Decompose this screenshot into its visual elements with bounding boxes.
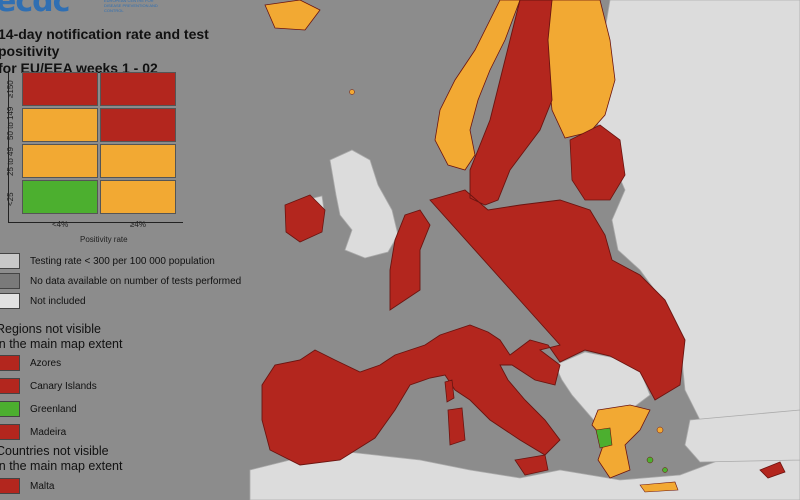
region-label-greenland: Greenland (30, 404, 77, 415)
region-swatch-canary-islands (0, 378, 20, 394)
country-item-malta: Malta (0, 478, 200, 496)
legend-label-not-included: Not included (30, 296, 86, 307)
crete-region (639, 481, 679, 493)
region-item-madeira: Madeira (0, 424, 200, 442)
testing-legend: Testing rate < 300 per 100 000 populatio… (0, 253, 260, 313)
norway-region (434, 0, 521, 171)
positivity-matrix: ≥150 50 to 149 25 to 49 <25 <4% ≥4% Posi… (0, 60, 200, 250)
legend-item-testing-rate: Testing rate < 300 per 100 000 populatio… (0, 253, 260, 271)
region-item-greenland: Greenland (0, 401, 200, 419)
countries-title-line2: in the main map extent (0, 459, 123, 473)
matrix-cell-r2-c1 (100, 144, 176, 178)
y-tick-150: ≥150 (6, 80, 15, 98)
region-swatch-azores (0, 355, 20, 371)
y-tick-lt25: <25 (6, 192, 15, 206)
legend-panel: ecdc EUROPEAN CENTRE FOR DISEASE PREVENT… (0, 0, 300, 500)
turkey-region (684, 409, 800, 463)
baltic-states-region (569, 124, 626, 201)
regions-section-title: Regions not visible in the main map exte… (0, 322, 196, 352)
region-swatch-greenland (0, 401, 20, 417)
region-label-madeira: Madeira (30, 427, 67, 438)
matrix-cell-r3-c1 (100, 180, 176, 214)
regions-title-line1: Regions not visible (0, 322, 101, 336)
x-tick-lt4: <4% (52, 220, 69, 229)
region-swatch-madeira (0, 424, 20, 440)
matrix-cell-r0-c1 (100, 72, 176, 106)
ecdc-logo-text: ecdc (0, 0, 70, 19)
region-item-canary-islands: Canary Islands (0, 378, 200, 396)
legend-label-no-data: No data available on number of tests per… (30, 276, 242, 287)
x-axis-label: Positivity rate (80, 235, 128, 244)
matrix-cell-r2-c0 (22, 144, 98, 178)
matrix-cell-r0-c0 (22, 72, 98, 106)
x-tick-gte4: ≥4% (130, 220, 146, 229)
greece-green-area (595, 427, 613, 449)
country-label-malta: Malta (30, 481, 55, 492)
matrix-cell-r1-c0 (22, 108, 98, 142)
sicily-region (514, 454, 549, 476)
ireland-region (284, 194, 326, 243)
greek-island-green-1 (646, 456, 654, 464)
island-orange-small (349, 89, 355, 95)
ecdc-logo-subtitle: EUROPEAN CENTRE FOR DISEASE PREVENTION A… (104, 0, 158, 13)
country-swatch-malta (0, 478, 20, 494)
legend-swatch-not-included (0, 293, 20, 309)
sardinia-region (447, 407, 466, 446)
legend-item-not-included: Not included (0, 293, 260, 311)
legend-swatch-testing-rate (0, 253, 20, 269)
region-label-canary-islands: Canary Islands (30, 381, 97, 392)
corsica-region (444, 379, 455, 403)
y-tick-25-49: 25 to 49 (6, 147, 15, 176)
legend-label-testing-rate: Testing rate < 300 per 100 000 populatio… (30, 256, 215, 267)
region-item-azores: Azores (0, 355, 200, 373)
y-axis-arrow (8, 72, 9, 222)
countries-section-title: Countries not visible in the main map ex… (0, 444, 196, 474)
eu-mainland-region (261, 0, 686, 466)
map-title-line1: 14-day notification rate and test positi… (0, 26, 209, 59)
greek-island-green-2 (662, 467, 668, 473)
regions-legend: Azores Canary Islands Greenland Madeira (0, 355, 200, 445)
x-axis-arrow (8, 222, 183, 223)
legend-swatch-no-data (0, 273, 20, 289)
countries-legend: Malta (0, 478, 200, 498)
cyprus-region (759, 461, 786, 479)
iceland-region (264, 0, 321, 31)
countries-title-line1: Countries not visible (0, 444, 109, 458)
greek-island-orange-1 (656, 426, 664, 434)
uk-region (329, 149, 399, 259)
matrix-cell-r3-c0 (22, 180, 98, 214)
legend-item-no-data: No data available on number of tests per… (0, 273, 260, 291)
region-label-azores: Azores (30, 358, 62, 369)
matrix-cell-r1-c1 (100, 108, 176, 142)
y-tick-50-149: 50 to 149 (6, 106, 15, 140)
regions-title-line2: in the main map extent (0, 337, 123, 351)
